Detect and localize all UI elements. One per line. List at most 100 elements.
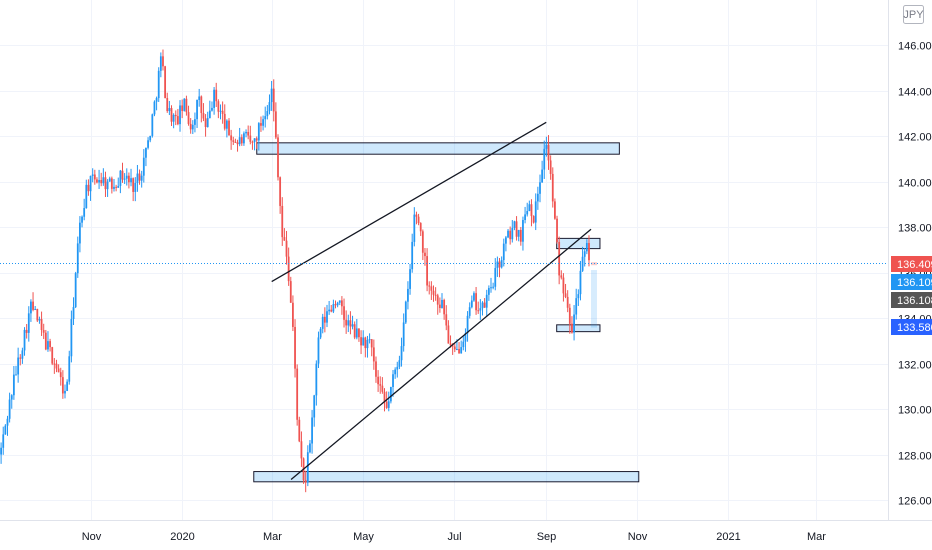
candle-body (260, 123, 262, 126)
candle-body (292, 302, 294, 327)
candle-136 (289, 276, 292, 303)
candle-body (25, 329, 28, 333)
candle-17 (36, 308, 39, 323)
candle-206 (438, 297, 441, 313)
candle-198 (421, 229, 424, 261)
candle-body (245, 131, 247, 134)
candle-73 (155, 96, 158, 111)
candle-208 (443, 298, 446, 320)
candle-170 (362, 330, 365, 346)
candle-body (55, 363, 58, 369)
candle-177 (377, 370, 380, 392)
candle-body (564, 293, 567, 297)
candle-body (168, 108, 171, 112)
price-tags: 136.409 136.109 136.108 133.580 (891, 256, 932, 335)
candle-body (434, 294, 437, 296)
price-tag-136.108[interactable]: 136.108 (891, 292, 932, 308)
resistance-zone-141[interactable] (256, 142, 620, 155)
candle-body (389, 386, 392, 402)
candle-272 (579, 260, 582, 301)
candle-body (575, 298, 578, 315)
price-tag-label: 133.580 (897, 322, 932, 334)
price-tag-136.109[interactable]: 136.109 (891, 274, 932, 290)
candle-body (217, 101, 220, 112)
candle-79 (168, 100, 171, 116)
candle-174 (370, 339, 373, 357)
candle-38 (81, 215, 83, 228)
candle-body (311, 417, 313, 444)
candle-268 (571, 316, 573, 334)
candle-body (306, 452, 309, 483)
candle-body (262, 119, 264, 126)
candle-81 (172, 113, 175, 129)
candle-body (119, 170, 122, 186)
candle-252 (536, 186, 539, 210)
candle-129 (274, 102, 277, 140)
candle-body (249, 135, 252, 142)
candle-body (2, 434, 5, 448)
candle-156 (332, 299, 335, 314)
candle-body (579, 270, 582, 295)
candle-body (366, 339, 369, 349)
wedge-lower-line[interactable] (290, 228, 592, 481)
time-axis[interactable]: Nov 2020 Mar May Jul Sep Nov 2021 Mar (82, 531, 827, 543)
candle-body (44, 332, 47, 350)
candle-102 (217, 99, 220, 119)
candle-body (458, 348, 460, 354)
price-tag-133.580[interactable]: 133.580 (891, 319, 932, 335)
zone-133[interactable] (556, 324, 601, 333)
candle-body (304, 480, 307, 483)
candle-body (456, 348, 458, 350)
candle-body (568, 307, 571, 324)
candle-219 (466, 311, 469, 342)
candle-60 (128, 172, 130, 189)
time-tick-label: Nov (82, 531, 102, 543)
wedge-upper-line[interactable] (271, 121, 547, 283)
trendlines (271, 121, 592, 481)
currency-badge[interactable]: JPY (903, 5, 924, 24)
candle-88 (187, 105, 190, 126)
candle-body (59, 372, 62, 378)
currency-badge-box[interactable] (903, 5, 924, 24)
candle-body (253, 138, 256, 142)
candle-28 (59, 367, 62, 386)
candle-body (42, 329, 45, 333)
price-tag-136.409[interactable]: 136.409 (891, 256, 932, 272)
candle-11 (23, 327, 26, 356)
candle-body (483, 302, 486, 308)
candle-12 (25, 323, 28, 339)
candle-body (372, 347, 375, 362)
candle-body (487, 288, 490, 295)
candle-146 (311, 410, 313, 454)
candle-255 (543, 140, 546, 179)
projection-box[interactable] (591, 270, 597, 328)
candle-132 (281, 197, 284, 246)
candle-8 (17, 347, 20, 383)
candle-body (27, 313, 30, 333)
candle-29 (61, 370, 64, 399)
candle-body (234, 141, 237, 143)
candle-244 (519, 226, 522, 246)
candle-7 (15, 365, 17, 376)
candle-37 (79, 216, 81, 253)
candle-body (155, 98, 158, 102)
candle-176 (375, 356, 377, 383)
support-zone-127[interactable] (253, 471, 640, 483)
candle-body (485, 294, 488, 308)
candle-body (326, 311, 328, 323)
candle-32 (68, 350, 71, 385)
candle-143 (304, 470, 307, 493)
price-tag-label: 136.108 (897, 295, 932, 307)
candle-223 (475, 286, 477, 315)
candle-body (368, 339, 371, 341)
candle-body (113, 186, 115, 189)
candle-body (215, 89, 218, 102)
candle-56 (119, 169, 122, 194)
candle-78 (166, 92, 169, 113)
candle-61 (130, 168, 132, 187)
candle-body (134, 182, 137, 192)
candle-69 (147, 137, 149, 150)
candle-body (117, 185, 120, 188)
candle-body (392, 374, 394, 387)
